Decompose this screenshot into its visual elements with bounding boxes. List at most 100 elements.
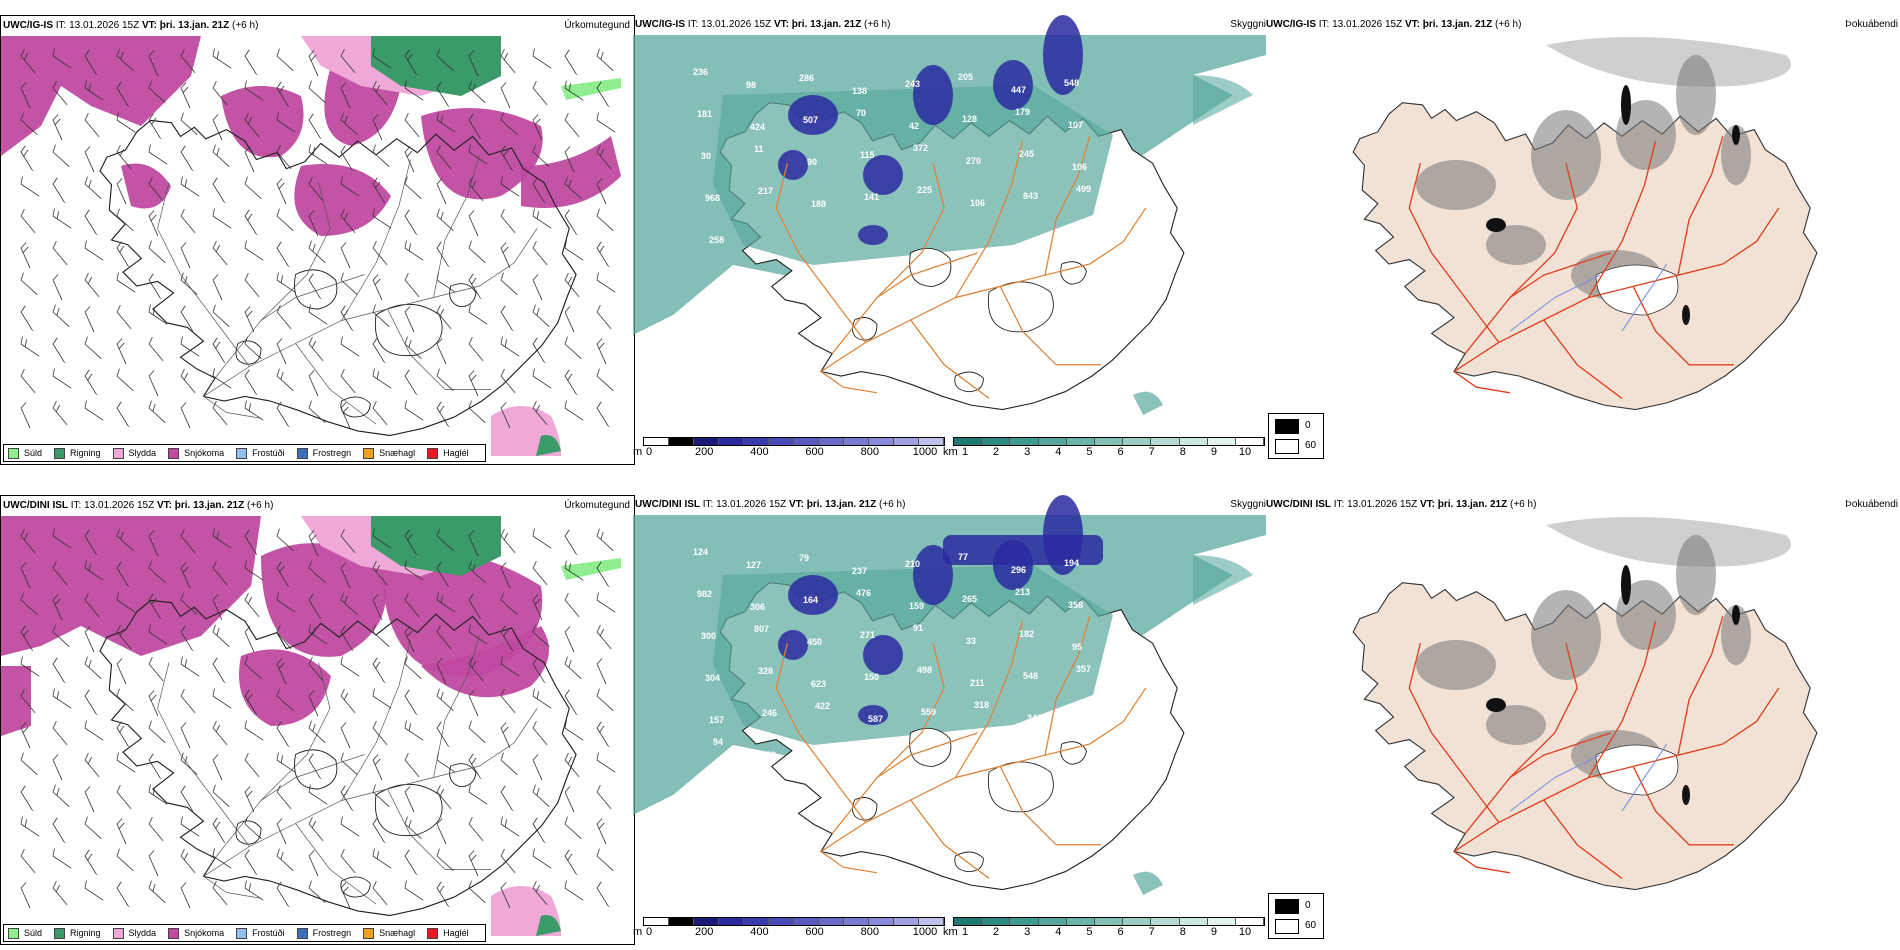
precip-header-bottom: UWC/DINI ISL IT: 13.01.2026 15Z VT: þri.… xyxy=(3,500,274,511)
snow-depth-label: 476 xyxy=(856,588,871,598)
colorbar-tick: 3 xyxy=(1024,446,1031,458)
colorbar-unit: km xyxy=(943,926,958,938)
snow-depth-label: 225 xyxy=(917,185,932,195)
fog-panel-top: UWC/IG-IS IT: 13.01.2026 15Z VT: þri. 13… xyxy=(1266,15,1900,463)
colorbar-tick: 800 xyxy=(860,446,879,458)
legend-swatch xyxy=(168,447,180,459)
visibility-panel-bottom: 124 127 79 237 210 77 296 194 982 306 164 476 159 265… xyxy=(633,495,1266,943)
fog-map-bottom xyxy=(1352,517,1818,891)
snow-depth-label: 188 xyxy=(811,199,826,209)
snow-depth-label: 127 xyxy=(746,560,761,570)
snow-depth-label: 296 xyxy=(1011,565,1026,575)
legend-swatch xyxy=(296,927,308,939)
legend-label: Slydda xyxy=(128,928,157,938)
precip-legend-item: Súld xyxy=(8,447,43,459)
visibility-title-bottom: Skyggni xyxy=(1230,499,1266,510)
visibility-colorbar-top: km 1 2 3 4 5 6 7 8 9 10 xyxy=(943,437,1265,461)
fog-header-bottom: UWC/DINI ISL IT: 13.01.2026 15Z VT: þri.… xyxy=(1266,499,1537,510)
snow-depth-colorbar-bottom: m 0 200 400 600 800 1000 xyxy=(633,917,945,941)
colorbar-tick: 800 xyxy=(860,926,879,938)
colorbar-tick: 8 xyxy=(1179,926,1186,938)
colorbar-tick: 10 xyxy=(1238,926,1252,938)
colorbar-tick: 7 xyxy=(1148,926,1155,938)
legend-label: Snjókoma xyxy=(184,448,225,458)
snow-depth-label: 243 xyxy=(905,79,920,89)
snow-depth-label: 422 xyxy=(815,701,830,711)
snow-depth-label: 548 xyxy=(1023,671,1038,681)
snow-depth-label: 236 xyxy=(693,67,708,77)
colorbar-tick: 4 xyxy=(1055,446,1062,458)
snow-depth-label: 11 xyxy=(754,144,764,154)
snow-depth-label: 357 xyxy=(1076,664,1091,674)
precip-legend-bottom: Súld Rigning Slydda Snjókoma Frostúði Frostre… xyxy=(3,924,486,942)
snow-depth-label: 106 xyxy=(970,198,985,208)
legend-swatch xyxy=(8,447,19,459)
precip-legend-item: Frostúði xyxy=(236,447,285,459)
legend-label: Rigning xyxy=(70,448,101,458)
snow-depth-label: 271 xyxy=(860,630,875,640)
snow-depth-label: 328 xyxy=(758,666,773,676)
fog-legend-bottom: 0 60 xyxy=(1268,893,1324,939)
snow-depth-label: 237 xyxy=(852,566,867,576)
visibility-panel-top: 236 98 286 138 243 205 447 548 181 424 507 70 42 128 1… xyxy=(633,15,1266,463)
colorbar-tick: 600 xyxy=(805,446,824,458)
precip-legend-item: Frostregn xyxy=(296,927,352,939)
precip-legend-item: Frostregn xyxy=(296,447,351,459)
snow-depth-label: 318 xyxy=(974,700,989,710)
precip-legend-item: Snæhagl xyxy=(363,447,415,459)
colorbar-unit: km xyxy=(943,446,958,458)
snow-depth-label: 286 xyxy=(799,73,814,83)
legend-label: Súld xyxy=(24,448,43,458)
precip-legend-item: Súld xyxy=(8,927,42,939)
snow-depth-label: 807 xyxy=(754,624,769,634)
colorbar-tick: 400 xyxy=(750,926,769,938)
colorbar-tick: 600 xyxy=(805,926,824,938)
legend-swatch xyxy=(112,927,124,939)
visibility-map-bottom: 124 127 79 237 210 77 296 194 982 306 164 476 159 265… xyxy=(633,495,1266,895)
snow-depth-label: 358 xyxy=(1068,600,1083,610)
precip-legend-item: Slydda xyxy=(112,447,156,459)
snow-depth-label: 77 xyxy=(958,552,968,562)
legend-swatch xyxy=(168,927,180,939)
snow-depth-label: 213 xyxy=(1015,587,1030,597)
colorbar-tick: 5 xyxy=(1086,926,1093,938)
snow-depth-label: 507 xyxy=(803,115,818,125)
snow-depth-label: 587 xyxy=(868,714,883,724)
snow-depth-label: 138 xyxy=(852,86,867,96)
colorbar-strip xyxy=(953,437,1265,446)
fog-title-top: Þokuábendi xyxy=(1845,19,1898,30)
snow-depth-label: 211 xyxy=(970,678,985,688)
colorbar-tick: 0 xyxy=(645,446,653,458)
precip-legend-item: Frostúði xyxy=(236,927,285,939)
colorbar-tick: 0 xyxy=(645,926,653,938)
snow-depth-label: 968 xyxy=(705,193,720,203)
precip-map-top xyxy=(1,36,621,456)
colorbar-tick: 8 xyxy=(1179,446,1186,458)
snow-depth-label: 115 xyxy=(860,150,875,160)
colorbar-tick: 200 xyxy=(695,926,714,938)
legend-swatch xyxy=(236,447,248,459)
legend-label: Frostregn xyxy=(312,928,352,938)
visibility-colorbar-bottom: km 1 2 3 4 5 6 7 8 9 10 xyxy=(943,917,1265,941)
colorbar-tick: 1000 xyxy=(912,926,938,938)
snow-depth-label: 194 xyxy=(1064,558,1079,568)
snow-depth-label: 304 xyxy=(705,673,720,683)
legend-label: Rigning xyxy=(70,928,101,938)
snow-depth-label: 164 xyxy=(803,595,818,605)
fog-header-top: UWC/IG-IS IT: 13.01.2026 15Z VT: þri. 13… xyxy=(1266,19,1522,30)
snow-depth-label: 499 xyxy=(1076,184,1091,194)
snow-depth-label: 70 xyxy=(856,108,866,118)
colorbar-tick: 1000 xyxy=(912,446,938,458)
snow-depth-label: 548 xyxy=(1064,78,1079,88)
colorbar-strip xyxy=(643,437,945,446)
visibility-header-top: UWC/IG-IS IT: 13.01.2026 15Z VT: þri. 13… xyxy=(635,19,891,30)
snow-depth-label: 72 xyxy=(766,750,776,760)
colorbar-unit: m xyxy=(633,926,643,938)
precip-title-top: Úrkomutegund xyxy=(564,20,630,31)
snow-depth-label: 33 xyxy=(966,636,976,646)
snow-depth-label: 150 xyxy=(864,672,879,682)
snow-depth-label: 300 xyxy=(701,631,716,641)
fog-panel-bottom: UWC/DINI ISL IT: 13.01.2026 15Z VT: þri.… xyxy=(1266,495,1900,943)
precip-legend-item: Rigning xyxy=(54,927,101,939)
snow-depth-label: 210 xyxy=(905,559,920,569)
